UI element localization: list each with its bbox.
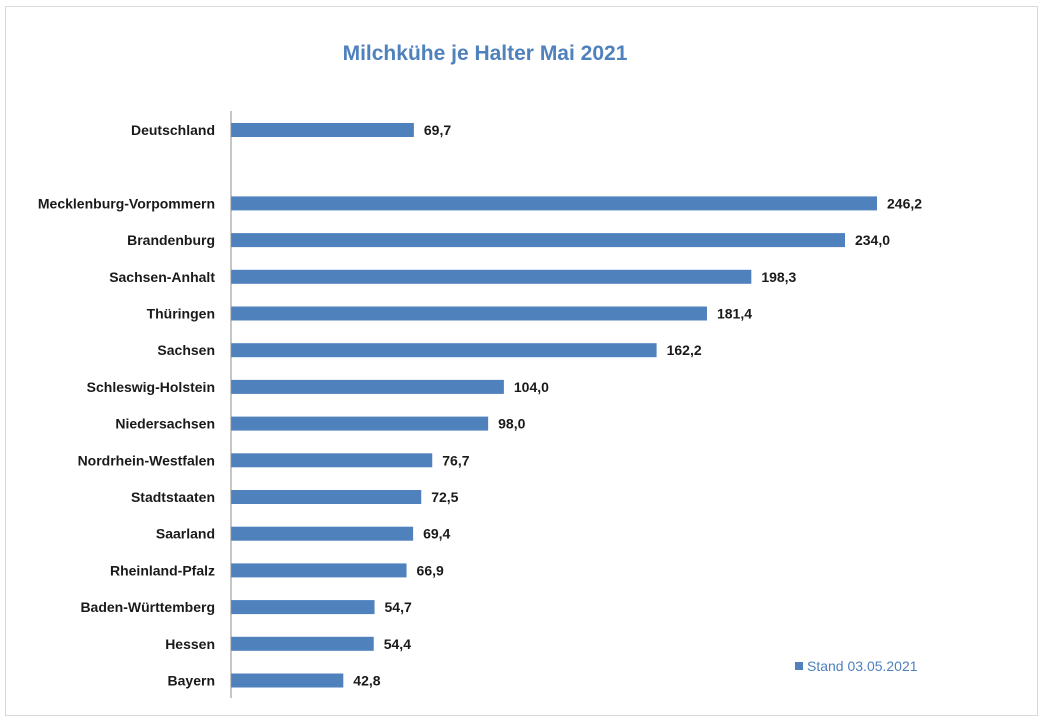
data-label: 69,4 — [423, 526, 450, 542]
legend-swatch — [795, 662, 803, 670]
bar — [231, 343, 657, 358]
bar — [231, 416, 489, 431]
data-label: 42,8 — [353, 673, 380, 689]
data-label: 181,4 — [717, 306, 752, 322]
chart-frame — [5, 6, 1038, 716]
data-label: 69,7 — [424, 122, 451, 138]
category-label: Hessen — [165, 636, 215, 652]
bar — [231, 453, 433, 468]
category-label: Bayern — [168, 673, 215, 689]
bar — [231, 233, 845, 248]
data-label: 66,9 — [417, 562, 444, 578]
category-label: Niedersachsen — [115, 416, 215, 432]
data-label: 76,7 — [442, 452, 469, 468]
bars-group: Deutschland 69,7 Mecklenburg-Vorpommern 246… — [38, 122, 922, 689]
category-label: Thüringen — [147, 306, 215, 322]
data-label: 72,5 — [431, 489, 458, 505]
category-label: Nordrhein-Westfalen — [78, 452, 215, 468]
data-label: 54,4 — [384, 636, 411, 652]
category-label: Stadtstaaten — [131, 489, 215, 505]
bar — [231, 526, 414, 541]
category-label: Saarland — [156, 526, 215, 542]
bar — [231, 563, 407, 578]
category-label: Deutschland — [131, 122, 215, 138]
data-label: 54,7 — [385, 599, 412, 615]
category-label: Sachsen-Anhalt — [109, 269, 215, 285]
data-label: 234,0 — [855, 232, 890, 248]
data-label: 162,2 — [667, 342, 702, 358]
bar — [231, 123, 414, 137]
bar — [231, 379, 504, 394]
category-label: Rheinland-Pfalz — [110, 562, 215, 578]
legend: Stand 03.05.2021 — [795, 658, 918, 674]
category-label: Brandenburg — [127, 232, 215, 248]
data-label: 246,2 — [887, 195, 922, 211]
category-label: Schleswig-Holstein — [87, 379, 215, 395]
category-label: Mecklenburg-Vorpommern — [38, 195, 215, 211]
bar — [231, 196, 877, 211]
bar — [231, 600, 375, 615]
legend-label: Stand 03.05.2021 — [807, 658, 918, 674]
data-label: 98,0 — [498, 416, 525, 432]
data-label: 198,3 — [761, 269, 796, 285]
category-label: Sachsen — [157, 342, 215, 358]
bar — [231, 306, 707, 321]
bar — [231, 673, 344, 688]
bar — [231, 490, 422, 504]
category-label: Baden-Württemberg — [80, 599, 215, 615]
bar — [231, 636, 374, 651]
data-label: 104,0 — [514, 379, 549, 395]
bar — [231, 269, 752, 284]
chart-title: Milchkühe je Halter Mai 2021 — [343, 42, 628, 65]
